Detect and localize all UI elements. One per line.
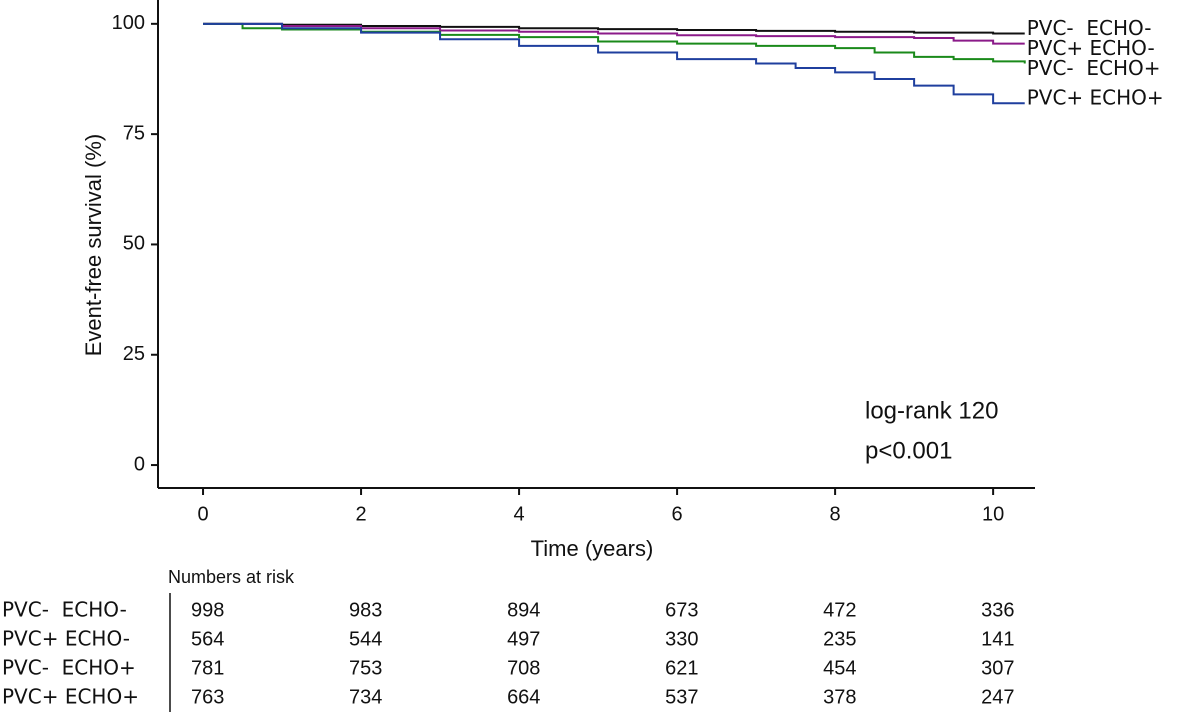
risk-count: 454: [823, 657, 856, 679]
risk-row-label: PVC- ECHO+: [2, 656, 136, 680]
legend-label: PVC+ ECHO-: [1027, 36, 1155, 60]
legend-label: PVC- ECHO-: [1027, 16, 1152, 40]
risk-count: 141: [981, 628, 1014, 650]
risk-count: 235: [823, 628, 856, 650]
risk-count: 781: [191, 657, 224, 679]
risk-count: 307: [981, 657, 1014, 679]
risk-count: 763: [191, 686, 224, 708]
risk-count: 708: [507, 657, 540, 679]
annotation: log-rank 120: [865, 397, 998, 424]
risk-count: 330: [665, 628, 698, 650]
legend-label: PVC- ECHO+: [1027, 56, 1161, 80]
risk-row-label: PVC+ ECHO-: [2, 627, 130, 651]
risk-count: 336: [981, 599, 1014, 621]
x-tick-label: 8: [830, 503, 841, 525]
x-axis-title: Time (years): [531, 536, 654, 561]
y-tick-label: 0: [134, 453, 145, 475]
legend-label: PVC+ ECHO+: [1027, 86, 1164, 110]
x-tick-label: 2: [355, 503, 366, 525]
y-tick-label: 25: [123, 343, 145, 365]
y-tick-label: 50: [123, 233, 145, 255]
y-tick-label: 75: [123, 122, 145, 144]
risk-count: 564: [191, 628, 224, 650]
y-axis-title: Event-free survival (%): [81, 134, 106, 357]
x-tick-label: 10: [982, 503, 1004, 525]
risk-count: 378: [823, 686, 856, 708]
annotation: p<0.001: [865, 437, 952, 464]
survival-curve: [203, 22, 1026, 64]
risk-count: 621: [665, 657, 698, 679]
risk-count: 998: [191, 599, 224, 621]
risk-count: 544: [349, 628, 382, 650]
risk-count: 894: [507, 599, 540, 621]
risk-count: 734: [349, 686, 382, 708]
risk-row-label: PVC+ ECHO+: [2, 685, 139, 709]
risk-count: 673: [665, 599, 698, 621]
risk-count: 247: [981, 686, 1014, 708]
risk-row-label: PVC- ECHO-: [2, 598, 127, 622]
risk-count: 664: [507, 686, 540, 708]
x-tick-label: 0: [197, 503, 208, 525]
risk-table-title: Numbers at risk: [168, 567, 295, 587]
risk-count: 753: [349, 657, 382, 679]
y-tick-label: 100: [112, 12, 145, 34]
x-tick-label: 6: [672, 503, 683, 525]
risk-count: 983: [349, 599, 382, 621]
risk-count: 497: [507, 628, 540, 650]
x-tick-label: 4: [514, 503, 525, 525]
survival-curve: [203, 22, 1025, 105]
risk-count: 537: [665, 686, 698, 708]
risk-count: 472: [823, 599, 856, 621]
